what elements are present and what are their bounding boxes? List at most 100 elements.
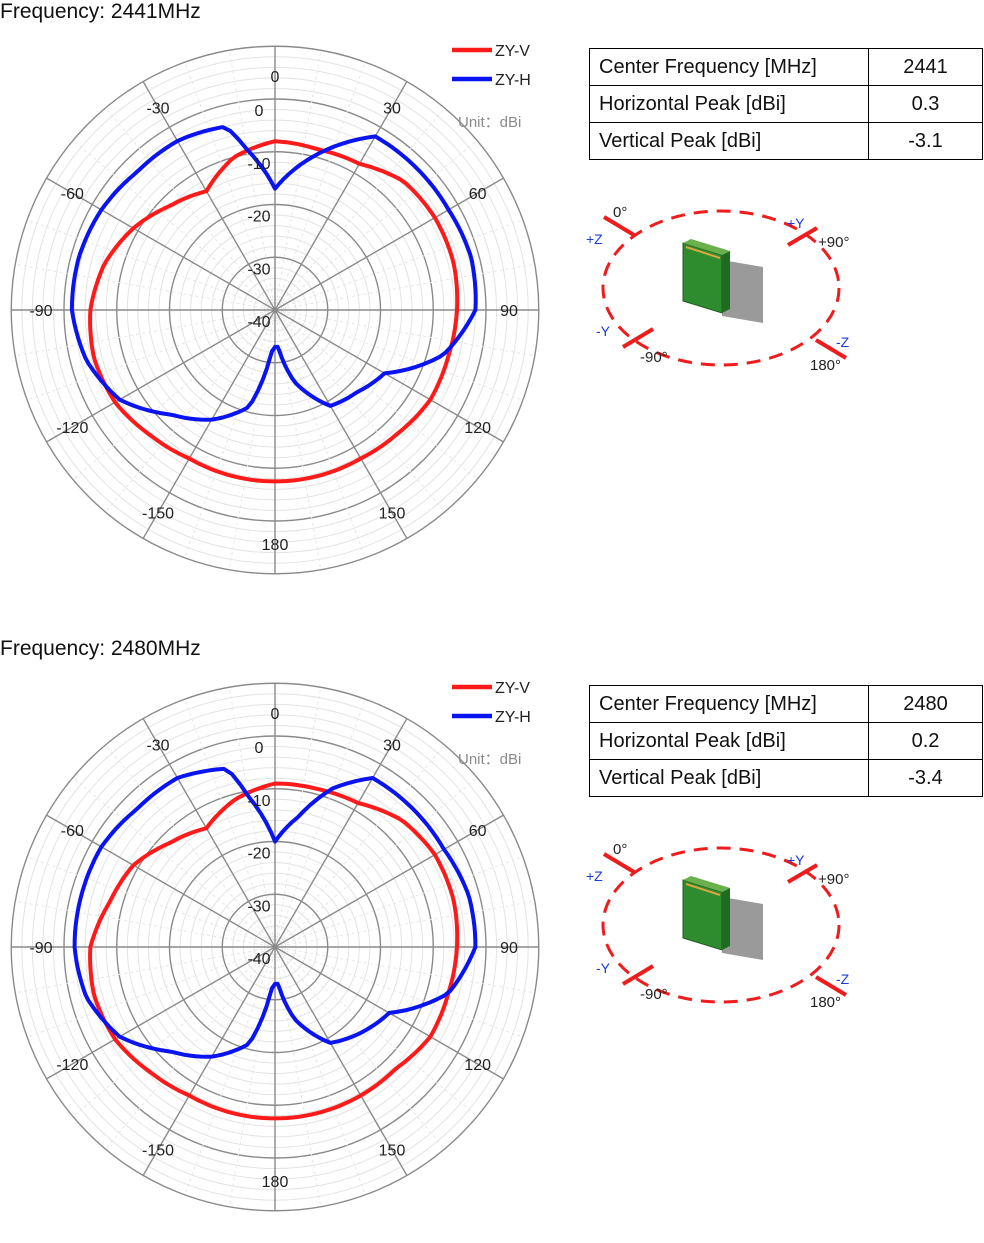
chart-panel: Frequency: 2441MHz 0 30 60 90 120 150 180 -150 -… — [0, 0, 984, 606]
tick-marker — [814, 975, 848, 997]
angle-tick-label: -60 — [61, 186, 84, 203]
grid-spoke-minor — [15, 263, 276, 311]
angle-tick-label: 30 — [383, 100, 401, 117]
table-label: Horizontal Peak [dBi] — [589, 722, 869, 760]
legend: ZY-V ZY-H — [452, 43, 531, 89]
table-label: Center Frequency [MHz] — [589, 685, 869, 723]
angle-tick-label: 90 — [500, 940, 518, 957]
grid-spoke-minor — [274, 946, 366, 1196]
angle-tick-label: -150 — [142, 1143, 174, 1160]
grid-spoke-minor — [72, 309, 276, 480]
peak-table: Center Frequency [MHz] 2441 Horizontal Pe… — [589, 48, 983, 160]
radial-tick-label: 0 — [255, 740, 264, 757]
radial-tick-label: -20 — [247, 846, 270, 863]
angle-tick-label: 180 — [262, 537, 289, 554]
series-line-zy-h — [72, 766, 478, 1059]
grid-spoke-minor — [274, 309, 535, 357]
angle-tick-label: 90 — [500, 303, 518, 320]
label-minus-y: -Y — [596, 960, 611, 976]
grid-spoke-minor — [15, 946, 276, 994]
legend-label: ZY-H — [495, 709, 531, 726]
grid-spoke-minor — [274, 946, 535, 994]
label-zero: 0° — [613, 204, 627, 221]
grid-spoke — [274, 718, 408, 948]
orientation-diagram: 0° +Z +Y +90° -Y -90° -Z 180° — [586, 204, 850, 374]
tick-marker — [786, 226, 819, 247]
radial-tick-label: -40 — [247, 951, 270, 968]
label-180: 180° — [810, 994, 841, 1011]
series-line-zy-h — [69, 125, 478, 422]
chart-panel: Frequency: 2480MHz 0 30 60 90 120 150 180 -150 -… — [0, 637, 984, 1243]
grid-spoke-minor — [274, 309, 478, 480]
tick-marker — [602, 215, 636, 237]
angle-tick-label: -30 — [146, 100, 169, 117]
frequency-title: Frequency: 2480MHz — [0, 637, 201, 660]
grid-spoke — [274, 309, 408, 539]
grid-spoke — [274, 309, 504, 443]
table-label: Vertical Peak [dBi] — [589, 759, 869, 797]
grid-spoke-minor — [228, 687, 276, 948]
peak-table: Center Frequency [MHz] 2480 Horizontal Pe… — [589, 685, 983, 797]
table-row: Center Frequency [MHz] 2441 — [589, 48, 983, 86]
grid-spoke-minor — [274, 777, 478, 948]
tick-marker — [602, 852, 636, 874]
angle-tick-label: -120 — [56, 1057, 88, 1074]
radial-tick-label: -20 — [247, 209, 270, 226]
tick-marker — [621, 964, 655, 986]
table-row: Horizontal Peak [dBi] 0.3 — [589, 85, 983, 123]
orientation-diagram: 0° +Z +Y +90° -Y -90° -Z 180° — [586, 841, 850, 1011]
legend: ZY-V ZY-H — [452, 680, 531, 726]
grid-spoke — [142, 718, 276, 948]
label-plus-90: +90° — [818, 871, 849, 888]
grid-spoke-minor — [228, 309, 276, 570]
label-minus-z: -Z — [836, 971, 850, 987]
grid-spoke-minor — [228, 50, 276, 311]
label-plus-z: +Z — [586, 868, 603, 884]
module-icon — [682, 876, 763, 960]
angle-tick-label: 0 — [271, 706, 280, 723]
grid-spoke-minor — [15, 309, 276, 357]
table-row: Center Frequency [MHz] 2480 — [589, 685, 983, 723]
table-value: 0.2 — [868, 722, 983, 760]
radial-tick-label: -30 — [247, 261, 270, 278]
grid-spoke — [46, 177, 276, 311]
grid-spoke-minor — [274, 219, 524, 311]
label-plus-y: +Y — [787, 852, 805, 868]
grid-spoke-minor — [72, 946, 276, 1117]
angle-tick-label: -90 — [29, 940, 52, 957]
grid-spoke-minor — [274, 698, 366, 948]
label-minus-y: -Y — [596, 323, 611, 339]
table-value: 0.3 — [868, 85, 983, 123]
angle-tick-label: 150 — [379, 506, 406, 523]
legend-label: ZY-H — [495, 72, 531, 89]
grid-spoke-minor — [274, 946, 322, 1207]
grid-spoke-minor — [184, 309, 276, 559]
angle-tick-label: 120 — [464, 420, 491, 437]
label-plus-90: +90° — [818, 234, 849, 251]
grid-spoke-minor — [105, 744, 276, 948]
grid-spoke-minor — [26, 856, 276, 948]
grid-spoke-minor — [274, 263, 535, 311]
table-label: Vertical Peak [dBi] — [589, 122, 869, 160]
angle-tick-label: -120 — [56, 420, 88, 437]
tick-marker — [621, 327, 655, 349]
table-value: -3.1 — [868, 122, 983, 160]
grid-spoke-minor — [274, 309, 524, 401]
unit-label: Unit：dBi — [458, 751, 521, 768]
grid-spoke-minor — [72, 140, 276, 311]
grid-spoke — [274, 946, 408, 1176]
angle-tick-label: 120 — [464, 1057, 491, 1074]
grid-spoke-minor — [105, 946, 276, 1150]
grid-spoke-minor — [274, 309, 366, 559]
label-plus-y: +Y — [787, 215, 805, 231]
label-minus-z: -Z — [836, 334, 850, 350]
grid-spoke-minor — [184, 698, 276, 948]
grid-spoke-minor — [274, 856, 524, 948]
polar-grid — [10, 45, 540, 575]
grid-spoke-minor — [26, 219, 276, 311]
grid-spoke-minor — [26, 309, 276, 401]
label-zero: 0° — [613, 841, 627, 858]
table-label: Horizontal Peak [dBi] — [589, 85, 869, 123]
grid-spoke-minor — [274, 50, 322, 311]
label-minus-90: -90° — [640, 986, 668, 1003]
